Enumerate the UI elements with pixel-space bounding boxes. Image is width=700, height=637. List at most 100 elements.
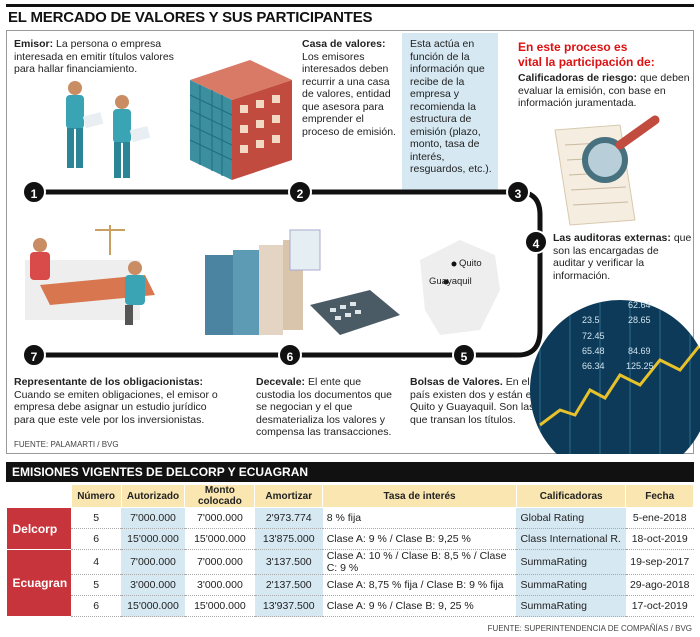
cell: Clase A: 10 % / Clase B: 8,5 % / Clase C… — [322, 549, 517, 575]
cell: 7'000.000 — [184, 549, 255, 575]
auditoras-body: que son las encargadas de auditar y veri… — [553, 232, 692, 282]
casa-head: Casa de valores: — [302, 38, 386, 50]
decevale-body: El ente que custodia los documentos que … — [256, 376, 393, 438]
cell: 3'000.000 — [184, 574, 255, 596]
cell: 7'000.000 — [121, 507, 185, 529]
cell: SummaRating — [516, 574, 626, 596]
cell: 19-sep-2017 — [625, 549, 694, 575]
emissions-table: Número Autorizado Monto colocado Amortiz… — [6, 484, 694, 617]
building-illustration — [189, 60, 292, 180]
proceso-head-1: En este proceso es — [518, 40, 628, 54]
infographic-frame — [6, 30, 694, 454]
screen-number: 23.5 — [582, 315, 600, 325]
cell: 3'137.500 — [254, 549, 323, 575]
stock-screen-illustration — [530, 300, 700, 454]
step-4-badge: 4 — [524, 230, 548, 254]
calificadoras-text: Calificadoras de riesgo: que deben evalu… — [518, 72, 690, 110]
representante-head: Representante de los obligacionistas: — [14, 376, 204, 388]
calificadoras-head: Calificadoras de riesgo: — [518, 72, 638, 84]
binders-calculator-illustration — [205, 229, 400, 335]
cell: Global Rating — [516, 507, 626, 529]
cell: 2'973.774 — [254, 507, 323, 529]
company-delcorp: Delcorp — [6, 507, 72, 550]
header-blank — [6, 484, 72, 508]
info-panel — [402, 33, 498, 193]
table-row: 6 15'000.000 15'000.000 13'875.000 Clase… — [7, 528, 694, 550]
screen-number: 84.69 — [628, 346, 651, 356]
screen-number: 65.48 — [582, 346, 605, 356]
cell: 17-oct-2019 — [625, 595, 694, 617]
step-1-badge: 1 — [22, 180, 46, 204]
step-3-badge: 3 — [506, 180, 530, 204]
map-label-quito: Quito — [459, 258, 482, 269]
cell: 4 — [71, 549, 122, 575]
cell: SummaRating — [516, 549, 626, 575]
cell: 15'000.000 — [184, 528, 255, 550]
screen-number: 28.65 — [628, 315, 651, 325]
screen-number: 66.34 — [582, 361, 605, 371]
table-title: EMISIONES VIGENTES DE DELCORP Y ECUAGRAN — [12, 465, 309, 479]
table-title-bar: EMISIONES VIGENTES DE DELCORP Y ECUAGRAN — [6, 462, 694, 482]
map-label-guayaquil: Guayaquil — [429, 276, 472, 287]
screen-number: 62.64 — [628, 300, 651, 310]
table-row: Delcorp 5 7'000.000 7'000.000 2'973.774 … — [6, 507, 694, 550]
cell: 2'137.500 — [254, 574, 323, 596]
table-row: 6 15'000.000 15'000.000 13'937.500 Clase… — [7, 595, 694, 617]
table-source-note: FUENTE: SUPERINTENDENCIA DE COMPAÑÍAS / … — [487, 624, 692, 633]
cell: 3'000.000 — [121, 574, 185, 596]
cell: 13'937.500 — [254, 595, 323, 617]
auditoras-text: Las auditoras externas: que son las enca… — [553, 232, 693, 282]
bolsas-body: En el país existen dos y están en Quito … — [410, 376, 538, 426]
cell: 8 % fija — [322, 507, 517, 529]
cell: 5-ene-2018 — [625, 507, 694, 529]
cell: 6 — [71, 595, 122, 617]
cell: Clase A: 9 % / Clase B: 9,25 % — [322, 528, 517, 550]
casa-extra-text: Esta actúa en función de la información … — [410, 38, 492, 175]
ecuador-map — [420, 240, 500, 335]
cell: 5 — [71, 507, 122, 529]
emisor-text: Emisor: La persona o empresa interesada … — [14, 38, 189, 76]
company-ecuagran: Ecuagran — [6, 549, 72, 617]
source-note: FUENTE: PALAMARTI / BVG — [14, 440, 119, 449]
cell: SummaRating — [516, 595, 626, 617]
representante-body: Cuando se emiten obligaciones, el emisor… — [14, 388, 218, 426]
auditoras-head: Las auditoras externas: — [553, 232, 671, 244]
cell: 13'875.000 — [254, 528, 323, 550]
col-header-monto: Monto colocado — [184, 484, 256, 508]
illustrations — [25, 60, 700, 454]
table-row: Ecuagran 4 7'000.000 7'000.000 3'137.500… — [6, 549, 694, 617]
cell: 18-oct-2019 — [625, 528, 694, 550]
decevale-head: Decevale: — [256, 376, 306, 388]
step-6-badge: 6 — [278, 343, 302, 367]
cell: 15'000.000 — [121, 595, 185, 617]
page-title: EL MERCADO DE VALORES Y SUS PARTICIPANTE… — [8, 9, 373, 26]
table-row: 5 3'000.000 3'000.000 2'137.500 Clase A:… — [7, 574, 694, 596]
table-header-row: Número Autorizado Monto colocado Amortiz… — [6, 484, 694, 508]
cell: 15'000.000 — [184, 595, 255, 617]
step-2-badge: 2 — [288, 180, 312, 204]
bolsas-head: Bolsas de Valores. — [410, 376, 503, 388]
cell: Clase A: 9 % / Clase B: 9, 25 % — [322, 595, 517, 617]
emisor-body: La persona o empresa interesada en emiti… — [14, 38, 174, 75]
step-5-badge: 5 — [452, 343, 476, 367]
casa-body: Los emisores interesados deben recurrir … — [302, 50, 396, 138]
cell: Clase A: 8,75 % fija / Clase B: 9 % fija — [322, 574, 517, 596]
screen-number: 72.45 — [582, 331, 605, 341]
cell: 6 — [71, 528, 122, 550]
representante-text: Representante de los obligacionistas: Cu… — [14, 376, 229, 426]
cell: Class International R. — [516, 528, 626, 550]
decevale-text: Decevale: El ente que custodia los docum… — [256, 376, 396, 439]
bolsas-text: Bolsas de Valores. En el país existen do… — [410, 376, 540, 426]
step-7-badge: 7 — [22, 343, 46, 367]
cell: 5 — [71, 574, 122, 596]
calificadoras-body: que deben evaluar la emisión, con base e… — [518, 72, 690, 109]
cell: 7'000.000 — [184, 507, 255, 529]
proceso-head-2: vital la participación de: — [518, 55, 655, 69]
emisor-head: Emisor: — [14, 38, 54, 50]
business-people-illustration — [66, 81, 151, 178]
col-header-fecha: Fecha — [625, 484, 694, 508]
col-header-calificadoras: Calificadoras — [515, 484, 627, 508]
office-meeting-illustration — [25, 225, 155, 325]
col-header-autorizado: Autorizado — [120, 484, 186, 508]
col-header-tasa: Tasa de interés — [322, 484, 517, 508]
